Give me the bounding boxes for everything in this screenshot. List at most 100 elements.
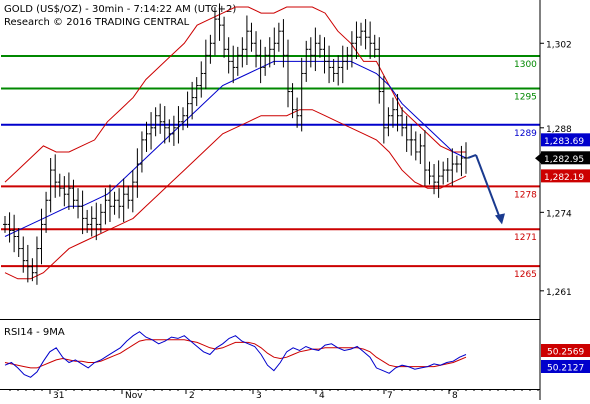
price-bar <box>464 142 468 174</box>
price-bar <box>144 121 149 152</box>
chart-title: GOLD (US$/OZ) - 30min - 7:14:22 AM (UTC+… <box>4 4 236 15</box>
price-bar <box>363 19 368 50</box>
price-bar <box>263 46 268 76</box>
price-bar <box>66 172 71 210</box>
levels-layer: 1300 1295 1289 1278 1271 1265 <box>1 54 540 280</box>
price-bar <box>436 160 441 198</box>
price-bar <box>308 37 313 68</box>
price-bar <box>217 3 222 41</box>
price-bar <box>299 57 304 132</box>
arrow-lead <box>467 154 477 159</box>
price-tag-bg <box>541 151 590 165</box>
price-bar <box>16 228 21 258</box>
y-tick-label: 1,302 <box>546 40 572 50</box>
level-label-1295: 1295 <box>514 93 537 103</box>
price-bar <box>62 176 67 207</box>
x-tick-label: 8 <box>452 391 458 400</box>
price-bar <box>222 16 227 58</box>
y-tick-label: 1,274 <box>546 209 572 219</box>
price-bar <box>381 75 386 144</box>
price-bar <box>34 236 39 285</box>
x-tick-label: 31 <box>53 391 64 400</box>
price-bar <box>386 107 391 137</box>
projection-arrow <box>467 154 505 225</box>
price-bar <box>413 131 418 161</box>
price-bar <box>94 202 99 241</box>
price-bar <box>317 34 322 58</box>
price-bar <box>400 107 405 137</box>
x-tick-label: Nov <box>125 391 143 400</box>
rsi-panel: RSI14 - 9MA 50.2569 50.2127 <box>1 321 590 388</box>
price-bar <box>395 93 400 132</box>
y-tick-label: 1,261 <box>546 288 572 298</box>
price-bar <box>89 206 94 237</box>
price-bar <box>208 34 213 64</box>
price-bar <box>39 208 44 265</box>
price-bar <box>404 115 409 152</box>
price-bar <box>199 61 204 98</box>
rsi-tag-label: 50.2569 <box>547 348 584 358</box>
price-bar <box>98 203 103 233</box>
price-bar <box>354 21 359 59</box>
price-bar <box>181 107 186 131</box>
bollinger-lower-line <box>4 109 467 280</box>
price-bar <box>450 148 455 186</box>
level-label-1289: 1289 <box>514 129 537 139</box>
price-bar <box>53 154 58 198</box>
x-tick-label: 4 <box>319 391 325 400</box>
price-tag-label: 1,283.69 <box>544 137 584 147</box>
price-bar <box>345 46 350 70</box>
level-label-1278: 1278 <box>514 190 537 200</box>
price-bar <box>240 37 245 68</box>
price-bar <box>149 112 154 150</box>
price-bar <box>194 77 199 107</box>
price-tag-bg <box>541 133 590 147</box>
price-bar <box>290 83 295 119</box>
price-bar <box>130 170 135 213</box>
price-bar <box>25 244 30 283</box>
price-tag-label: 1,282.95 <box>544 155 584 165</box>
price-bar <box>139 131 144 173</box>
price-bar <box>441 161 446 185</box>
price-bar <box>390 97 395 128</box>
level-label-1300: 1300 <box>514 60 537 70</box>
price-bar <box>107 184 112 222</box>
price-bar <box>372 34 377 58</box>
price-bar <box>212 7 217 56</box>
price-bar <box>7 212 12 243</box>
price-bar <box>57 173 62 197</box>
price-bar <box>167 119 172 143</box>
price-bar <box>285 39 290 108</box>
rsi-tag-label: 50.2127 <box>547 364 584 374</box>
price-bar <box>359 22 364 46</box>
price-bar <box>432 164 437 195</box>
y-tick-label: 1,288 <box>546 125 572 135</box>
price-bar <box>349 31 354 68</box>
price-bar <box>418 133 423 165</box>
price-bar <box>322 37 327 74</box>
price-bar <box>190 81 195 120</box>
price-bar <box>231 45 236 84</box>
price-bar <box>409 124 414 156</box>
arrow-shaft <box>475 154 501 219</box>
rsi-tag-bg <box>541 360 590 373</box>
price-bar <box>336 55 341 86</box>
x-tick-label: 7 <box>387 391 393 400</box>
price-bar <box>313 27 318 72</box>
price-bar <box>235 46 240 76</box>
price-panel: GOLD (US$/OZ) - 30min - 7:14:22 AM (UTC+… <box>1 1 540 318</box>
price-bar <box>117 188 122 219</box>
price-bar <box>368 21 373 59</box>
price-bar <box>327 45 332 84</box>
price-bar <box>158 103 163 134</box>
price-bar <box>276 22 281 52</box>
price-bar <box>254 31 259 68</box>
price-bar <box>85 209 90 233</box>
price-tag-bg <box>541 169 590 183</box>
price-bar <box>304 40 309 82</box>
chart-subtitle: Research © 2016 TRADING CENTRAL <box>4 17 190 28</box>
price-bar <box>445 157 450 183</box>
arrow-head <box>495 213 505 225</box>
price-bar <box>454 155 459 173</box>
